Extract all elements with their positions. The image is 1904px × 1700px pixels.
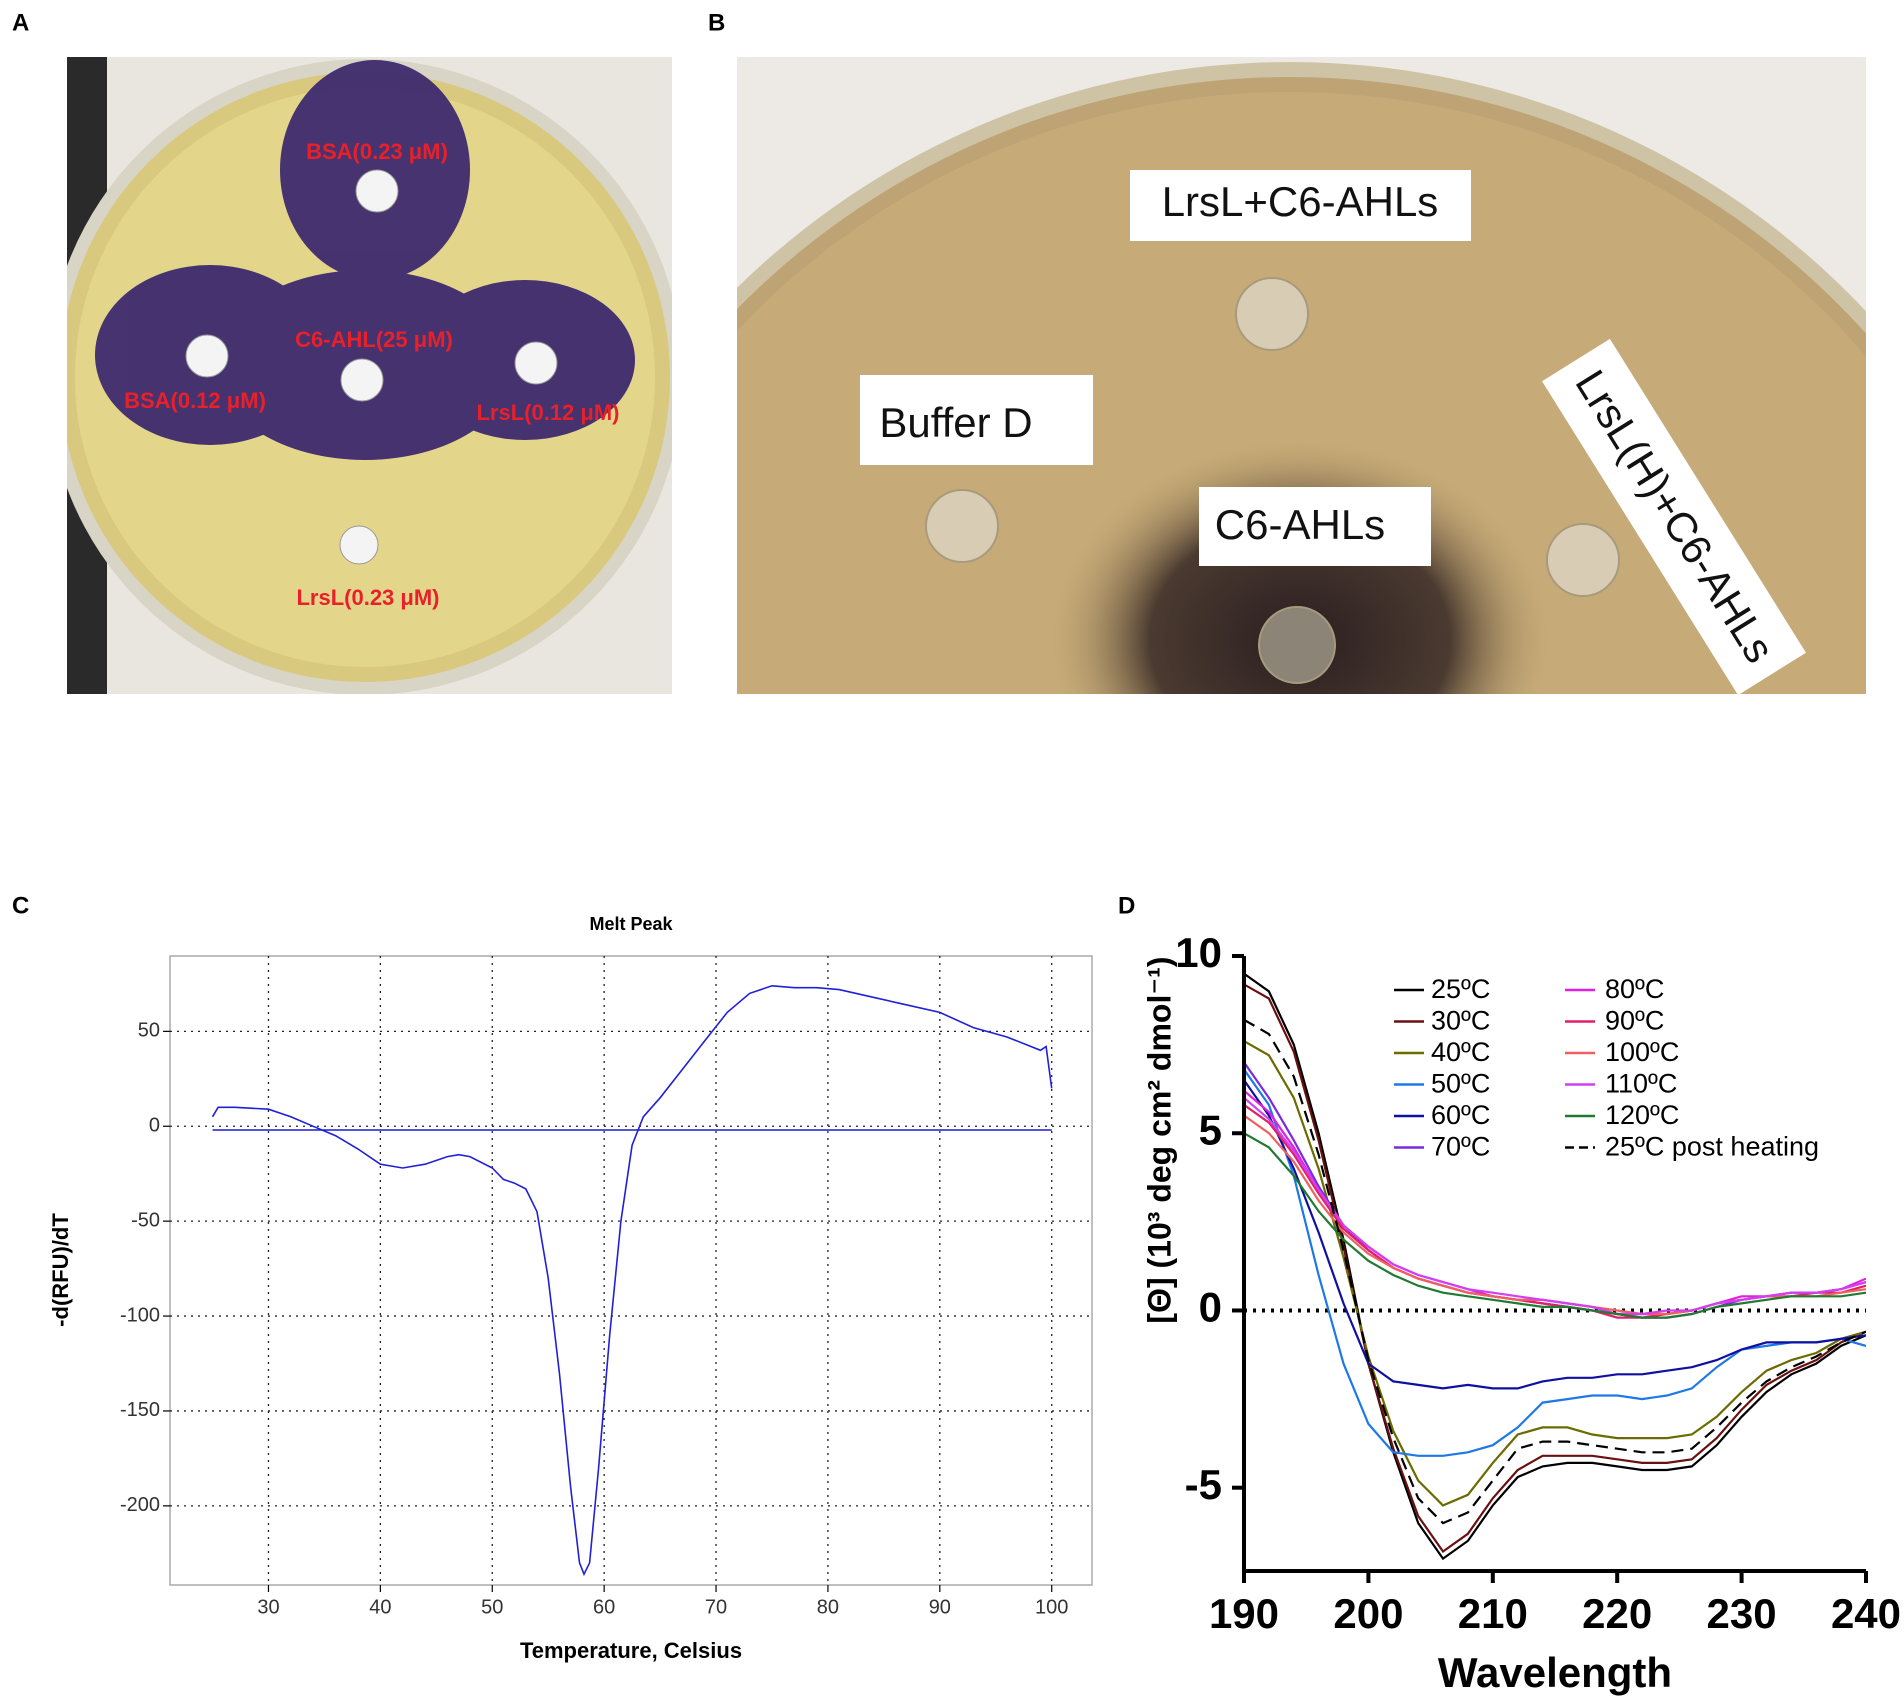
- legend-label: 60ºC: [1431, 1100, 1490, 1130]
- x-tick-label: 80: [817, 1596, 839, 1618]
- y-tick-label: 5: [1199, 1106, 1222, 1153]
- photo-label: C6-AHLs: [1215, 501, 1385, 548]
- chart-title: Melt Peak: [589, 914, 673, 934]
- x-tick-label: 30: [257, 1596, 279, 1618]
- series-line: [1244, 1079, 1866, 1390]
- photo-label: LrsL(0.12 μM): [476, 400, 619, 425]
- legend-label: 110ºC: [1605, 1069, 1677, 1099]
- photo-a: [67, 57, 672, 694]
- legend-label: 120ºC: [1605, 1100, 1679, 1130]
- legend-label: 40ºC: [1431, 1037, 1490, 1067]
- legend-label: 25ºC post heating: [1605, 1132, 1819, 1162]
- x-tick-label: 220: [1582, 1590, 1652, 1637]
- legend-label: 50ºC: [1431, 1069, 1490, 1099]
- y-tick-label: -150: [120, 1399, 160, 1421]
- photo-label: Buffer D: [879, 399, 1032, 446]
- series-line: [1244, 972, 1866, 1561]
- x-tick-label: 190: [1209, 1590, 1279, 1637]
- series-line: [1244, 1068, 1866, 1457]
- legend-label: 100ºC: [1605, 1037, 1679, 1067]
- x-tick-label: 90: [929, 1596, 951, 1618]
- legend-label: 70ºC: [1431, 1132, 1490, 1162]
- label-box: [860, 375, 1093, 465]
- x-tick-label: 200: [1333, 1590, 1403, 1637]
- series-line: [211, 984, 1053, 1577]
- label-box: [1542, 338, 1806, 696]
- x-tick-label: 60: [593, 1596, 615, 1618]
- photo-label: LrsL+C6-AHLs: [1162, 178, 1439, 225]
- series-line: [1244, 1018, 1866, 1525]
- x-axis-label: Wavelength: [1438, 1649, 1672, 1696]
- panel-letter: A: [12, 9, 29, 36]
- photo-label: LrsL(0.23 μM): [296, 585, 439, 610]
- panel-letter: B: [708, 9, 725, 36]
- y-tick-label: 0: [149, 1115, 160, 1137]
- legend-label: 80ºC: [1605, 974, 1664, 1004]
- panel-letter: C: [12, 892, 29, 919]
- series-line: [1244, 1089, 1866, 1316]
- series-line: [1244, 1061, 1866, 1319]
- x-tick-label: 210: [1458, 1590, 1528, 1637]
- x-tick-label: 50: [481, 1596, 503, 1618]
- x-tick-label: 230: [1707, 1590, 1777, 1637]
- y-tick-label: -5: [1185, 1461, 1222, 1508]
- y-tick-label: -200: [120, 1494, 160, 1516]
- x-tick-label: 40: [369, 1596, 391, 1618]
- series-line: [1244, 983, 1866, 1554]
- photo-label: BSA(0.23 μM): [306, 139, 448, 164]
- legend-label: 25ºC: [1431, 974, 1490, 1004]
- photo-label: BSA(0.12 μM): [124, 388, 266, 413]
- y-tick-label: 10: [1175, 929, 1222, 976]
- legend-label: 30ºC: [1431, 1006, 1490, 1036]
- x-tick-label: 240: [1831, 1590, 1901, 1637]
- x-tick-label: 100: [1035, 1596, 1068, 1618]
- y-tick-label: -100: [120, 1304, 160, 1326]
- y-tick-label: -50: [131, 1209, 160, 1231]
- y-axis-label: [Θ] (10³ deg cm² dmol⁻¹): [1141, 956, 1177, 1323]
- x-axis-label: Temperature, Celsius: [520, 1638, 742, 1663]
- photo-b: [737, 57, 1866, 694]
- plot-frame: [169, 955, 1093, 1586]
- y-tick-label: 0: [1199, 1284, 1222, 1331]
- label-box: [1130, 170, 1471, 241]
- y-tick-label: 50: [138, 1020, 160, 1042]
- label-box: [1199, 487, 1431, 566]
- series-line: [1244, 1132, 1866, 1319]
- series-line: [1244, 1040, 1866, 1507]
- photo-label: C6-AHL(25 μM): [295, 327, 453, 352]
- legend-label: 90ºC: [1605, 1006, 1664, 1036]
- panel-letter: D: [1118, 892, 1135, 919]
- x-tick-label: 70: [705, 1596, 727, 1618]
- y-axis-label: -d(RFU)/dT: [48, 1213, 73, 1327]
- series-line: [1244, 1096, 1866, 1316]
